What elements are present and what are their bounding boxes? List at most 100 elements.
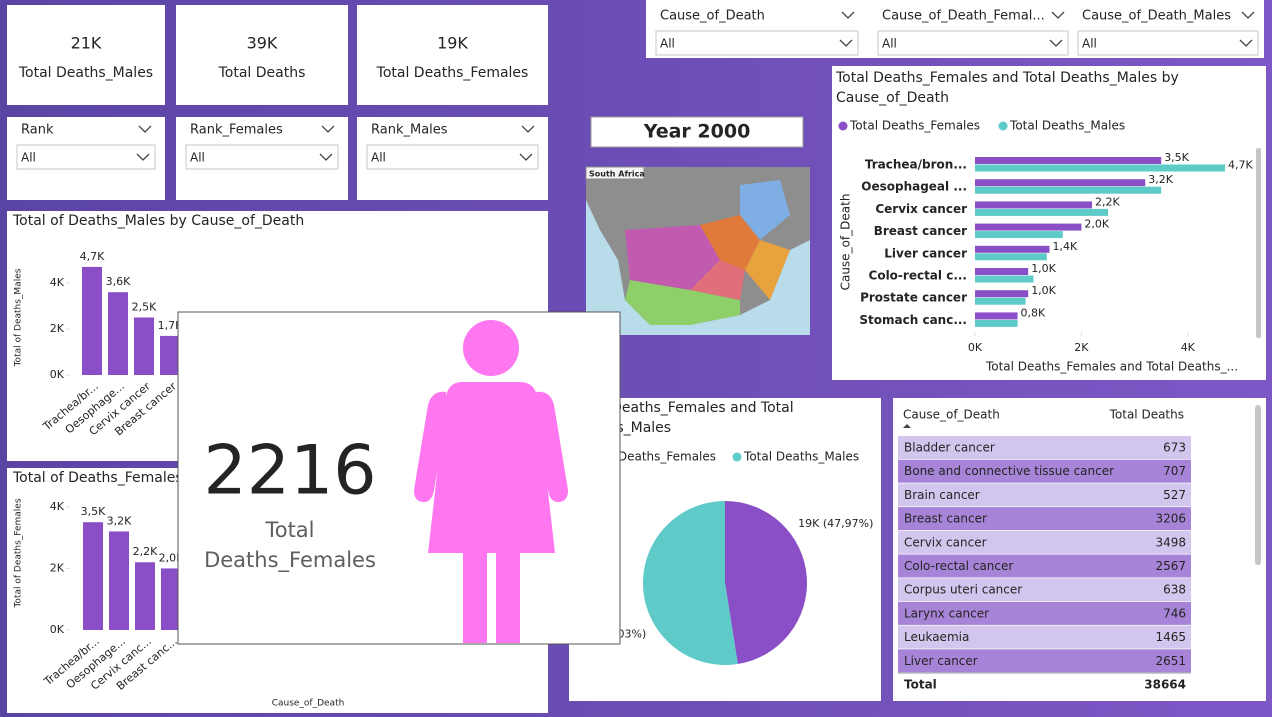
slicer-dropdown[interactable] bbox=[185, 144, 339, 170]
table-total: Total bbox=[904, 678, 937, 692]
data-label: 1,0K bbox=[1031, 284, 1056, 297]
slicer-title: Cause_of_Death_Femal... bbox=[882, 9, 1045, 24]
table-row bbox=[898, 459, 1191, 483]
slicer-title: Cause_of_Death_Males bbox=[1082, 9, 1231, 24]
y-tick-label: Cervix cancer bbox=[875, 202, 967, 216]
y-tick-label: 4K bbox=[50, 500, 65, 513]
woman-icon-head bbox=[463, 320, 519, 376]
data-label: 3,5K bbox=[81, 505, 106, 518]
table-cell: Liver cancer bbox=[904, 654, 978, 668]
map-tag bbox=[585, 166, 645, 180]
table-row bbox=[898, 649, 1191, 673]
chevron bbox=[1051, 11, 1065, 19]
bar bbox=[83, 522, 103, 630]
map-region bbox=[740, 180, 790, 240]
sort-indicator bbox=[903, 424, 911, 428]
woman-icon-body bbox=[428, 382, 555, 553]
scrollbar[interactable] bbox=[1256, 148, 1261, 338]
bar bbox=[135, 562, 155, 630]
card bbox=[7, 5, 165, 105]
y-tick-label: 4K bbox=[50, 276, 65, 289]
table-cell: Colo-rectal cancer bbox=[904, 559, 1013, 573]
card-label: Total Deaths_Males bbox=[18, 65, 153, 81]
y-tick-label: Liver cancer bbox=[884, 246, 967, 260]
slicer-dropdown[interactable] bbox=[1077, 30, 1259, 56]
woman-icon-leg bbox=[496, 550, 520, 643]
y-axis-label: Cause_of_Death bbox=[839, 194, 853, 291]
bar bbox=[975, 290, 1029, 298]
table-cell: 638 bbox=[1163, 583, 1186, 597]
table-row bbox=[898, 625, 1191, 649]
data-label: 2,0K bbox=[1084, 218, 1109, 231]
slicer-dropdown[interactable] bbox=[16, 144, 156, 170]
y-tick-label: Colo-rectal c... bbox=[869, 269, 967, 283]
data-label: 1,0K bbox=[1031, 262, 1056, 275]
legend-label: Total Deaths_Males bbox=[743, 450, 859, 464]
y-tick-label: Breast cancer bbox=[874, 224, 967, 238]
bar bbox=[975, 157, 1162, 164]
card-label: Total Deaths bbox=[218, 65, 306, 81]
y-tick-label: 2K bbox=[50, 561, 65, 574]
bar bbox=[975, 231, 1063, 239]
bar bbox=[975, 201, 1093, 209]
y-tick-label: Oesophageal ... bbox=[861, 180, 967, 194]
slicer-value: All bbox=[1082, 37, 1097, 51]
chevron bbox=[136, 153, 150, 161]
bar bbox=[975, 275, 1034, 283]
year-box bbox=[590, 116, 804, 148]
data-label: 3,5K bbox=[1164, 151, 1189, 164]
table-row bbox=[898, 601, 1191, 625]
bar bbox=[975, 186, 1162, 194]
bar bbox=[975, 179, 1146, 187]
card-value: 39K bbox=[247, 34, 278, 53]
chevron bbox=[1049, 39, 1063, 47]
data-label: 2,2K bbox=[1095, 195, 1120, 208]
x-axis-label: Cause_of_Death bbox=[272, 699, 345, 709]
y-axis-label: Total of Deaths_Males bbox=[14, 268, 24, 367]
chart-title: Total Deaths_Females and Total Deaths_Ma… bbox=[836, 70, 1179, 106]
scrollbar[interactable] bbox=[1255, 405, 1261, 565]
slicer-dropdown[interactable] bbox=[877, 30, 1069, 56]
chevron bbox=[1239, 39, 1253, 47]
table-total: 38664 bbox=[1144, 678, 1186, 692]
legend-label: Total Deaths_Females bbox=[849, 119, 980, 133]
data-label: 2,2K bbox=[133, 545, 158, 558]
slicer-dropdown[interactable] bbox=[655, 30, 859, 56]
slicer-value: All bbox=[660, 37, 675, 51]
chevron bbox=[521, 125, 535, 133]
chevron bbox=[519, 153, 533, 161]
card bbox=[176, 5, 348, 105]
y-tick-label: 0K bbox=[50, 623, 65, 636]
chevron bbox=[841, 11, 855, 19]
bar bbox=[975, 312, 1018, 320]
pie-slice bbox=[725, 501, 807, 664]
table-header: Total Deaths bbox=[1109, 408, 1184, 422]
woman-icon-arm bbox=[534, 391, 568, 502]
chevron bbox=[839, 39, 853, 47]
bar bbox=[161, 568, 181, 630]
data-label: 4,7K bbox=[1228, 159, 1253, 172]
y-tick-label: 2K bbox=[50, 322, 65, 335]
bar bbox=[975, 297, 1026, 305]
table-cell: Corpus uteri cancer bbox=[904, 583, 1022, 597]
card-label: Total Deaths_Females bbox=[376, 65, 529, 81]
table-cell: 527 bbox=[1163, 488, 1186, 502]
bar bbox=[975, 245, 1050, 253]
bar bbox=[134, 317, 154, 375]
panel bbox=[832, 66, 1266, 380]
x-tick-label: 0K bbox=[968, 341, 983, 354]
slicer-title: Rank bbox=[21, 123, 54, 138]
overlay-label: Total Deaths_Females bbox=[204, 518, 376, 572]
bar bbox=[975, 164, 1226, 172]
legend-marker bbox=[838, 121, 848, 131]
legend-label: Total Deaths_Males bbox=[1009, 119, 1125, 133]
slicer-title: Rank_Males bbox=[371, 123, 448, 138]
woman-icon-leg bbox=[463, 550, 487, 643]
slicer-dropdown[interactable] bbox=[366, 144, 539, 170]
map-label: South Africa bbox=[589, 170, 645, 179]
table-cell: 3206 bbox=[1155, 512, 1186, 526]
table-cell: Leukaemia bbox=[904, 630, 969, 644]
legend-marker bbox=[998, 121, 1008, 131]
bar bbox=[109, 531, 129, 630]
overlay-value: 2216 bbox=[203, 432, 376, 511]
